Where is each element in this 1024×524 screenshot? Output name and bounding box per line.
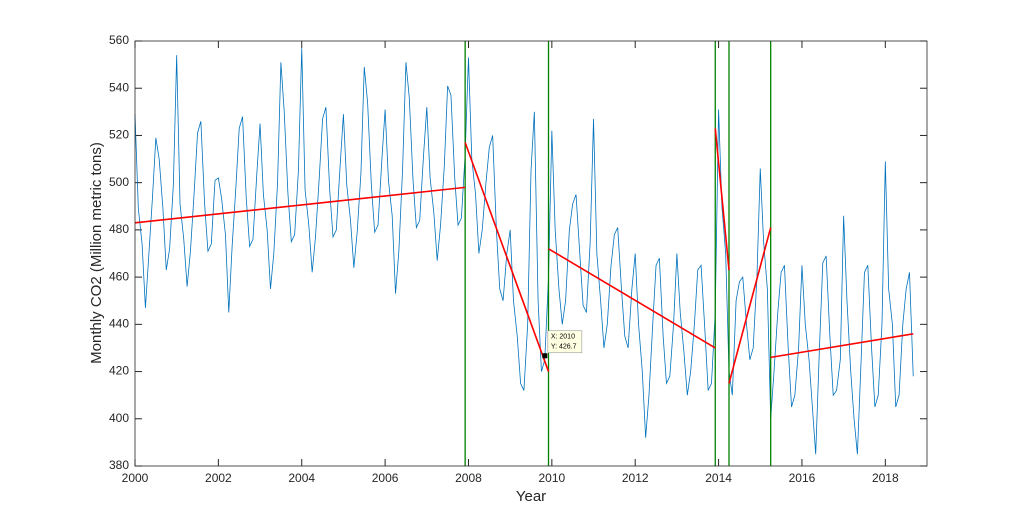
y-tick-label: 540: [109, 80, 129, 94]
x-tick-label: 2010: [538, 471, 565, 485]
y-tick-label: 480: [109, 222, 129, 236]
x-tick-label: 2004: [288, 471, 315, 485]
x-tick-label: 2018: [872, 471, 899, 485]
plot-frame: [134, 40, 928, 467]
datatip-label: X: 2010: [551, 334, 575, 341]
trend-line: [728, 227, 772, 384]
y-tick-label: 420: [109, 364, 129, 378]
x-tick-label: 2006: [372, 471, 399, 485]
x-tick-label: 2000: [122, 471, 149, 485]
y-tick-label: 440: [109, 317, 129, 331]
y-tick-label: 400: [109, 411, 129, 425]
datatip-label: Y: 426.7: [551, 344, 577, 351]
x-axis-title: Year: [516, 488, 546, 505]
x-tick-label: 2008: [455, 471, 482, 485]
trend-line: [548, 248, 716, 349]
trend-line: [464, 142, 550, 372]
y-tick-label: 500: [109, 175, 129, 189]
y-tick-label: 460: [109, 269, 129, 283]
datatip-marker: [542, 353, 548, 359]
y-tick-label: 380: [109, 458, 129, 472]
x-tick-label: 2012: [622, 471, 649, 485]
datatip-box: [547, 330, 583, 354]
trend-line: [134, 186, 466, 224]
y-tick-label: 560: [109, 33, 129, 47]
trend-line: [770, 332, 914, 359]
x-tick-label: 2014: [705, 471, 732, 485]
x-tick-label: 2016: [789, 471, 816, 485]
data-line: [134, 48, 914, 455]
trend-line: [714, 128, 730, 271]
y-axis-title: Monthly CO2 (Million metric tons): [88, 142, 105, 364]
y-tick-label: 520: [109, 128, 129, 142]
x-tick-label: 2002: [205, 471, 232, 485]
